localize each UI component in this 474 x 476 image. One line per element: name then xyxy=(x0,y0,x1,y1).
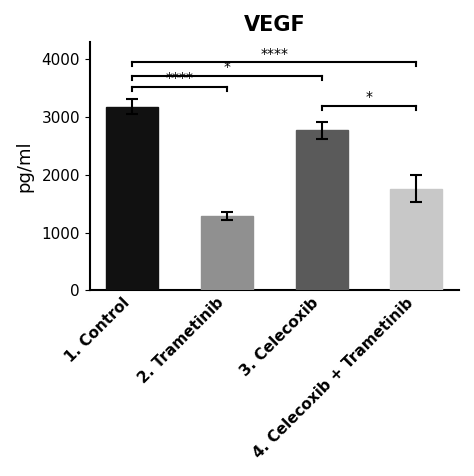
Text: ****: **** xyxy=(260,47,288,60)
Bar xyxy=(107,107,158,290)
Bar xyxy=(201,216,253,290)
Text: ****: **** xyxy=(166,71,194,85)
Bar xyxy=(296,130,347,290)
Text: *: * xyxy=(224,60,230,74)
Text: *: * xyxy=(365,90,373,104)
Title: VEGF: VEGF xyxy=(244,15,305,35)
Bar xyxy=(390,189,442,290)
Y-axis label: pg/ml: pg/ml xyxy=(15,140,33,192)
